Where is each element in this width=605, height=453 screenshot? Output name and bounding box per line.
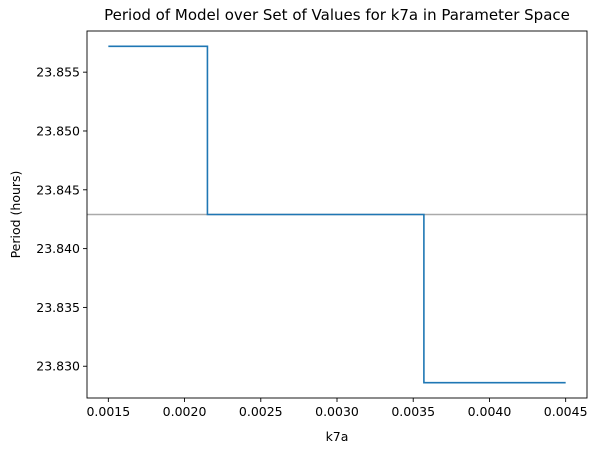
y-axis-label: Period (hours) <box>8 171 23 259</box>
x-axis-label: k7a <box>326 429 349 444</box>
x-tick-label: 0.0015 <box>86 404 130 419</box>
chart-title: Period of Model over Set of Values for k… <box>104 6 570 24</box>
x-tick-label: 0.0045 <box>544 404 588 419</box>
y-tick-label: 23.845 <box>36 182 80 197</box>
y-tick-label: 23.855 <box>36 65 80 80</box>
x-tick-label: 0.0030 <box>315 404 359 419</box>
x-tick-label: 0.0040 <box>468 404 512 419</box>
y-tick-label: 23.835 <box>36 300 80 315</box>
y-tick-label: 23.840 <box>36 241 80 256</box>
x-tick-label: 0.0020 <box>163 404 207 419</box>
x-tick-label: 0.0025 <box>239 404 283 419</box>
x-tick-label: 0.0035 <box>391 404 435 419</box>
y-tick-label: 23.850 <box>36 123 80 138</box>
x-axis: 0.0015 0.0020 0.0025 0.0030 0.0035 0.0040 0.00… <box>86 398 588 419</box>
y-axis: 23.830 23.835 23.840 23.845 23.850 23.855 <box>36 65 87 374</box>
plot-area <box>86 30 588 399</box>
series-line-0 <box>108 45 566 384</box>
y-tick-label: 23.830 <box>36 359 80 374</box>
